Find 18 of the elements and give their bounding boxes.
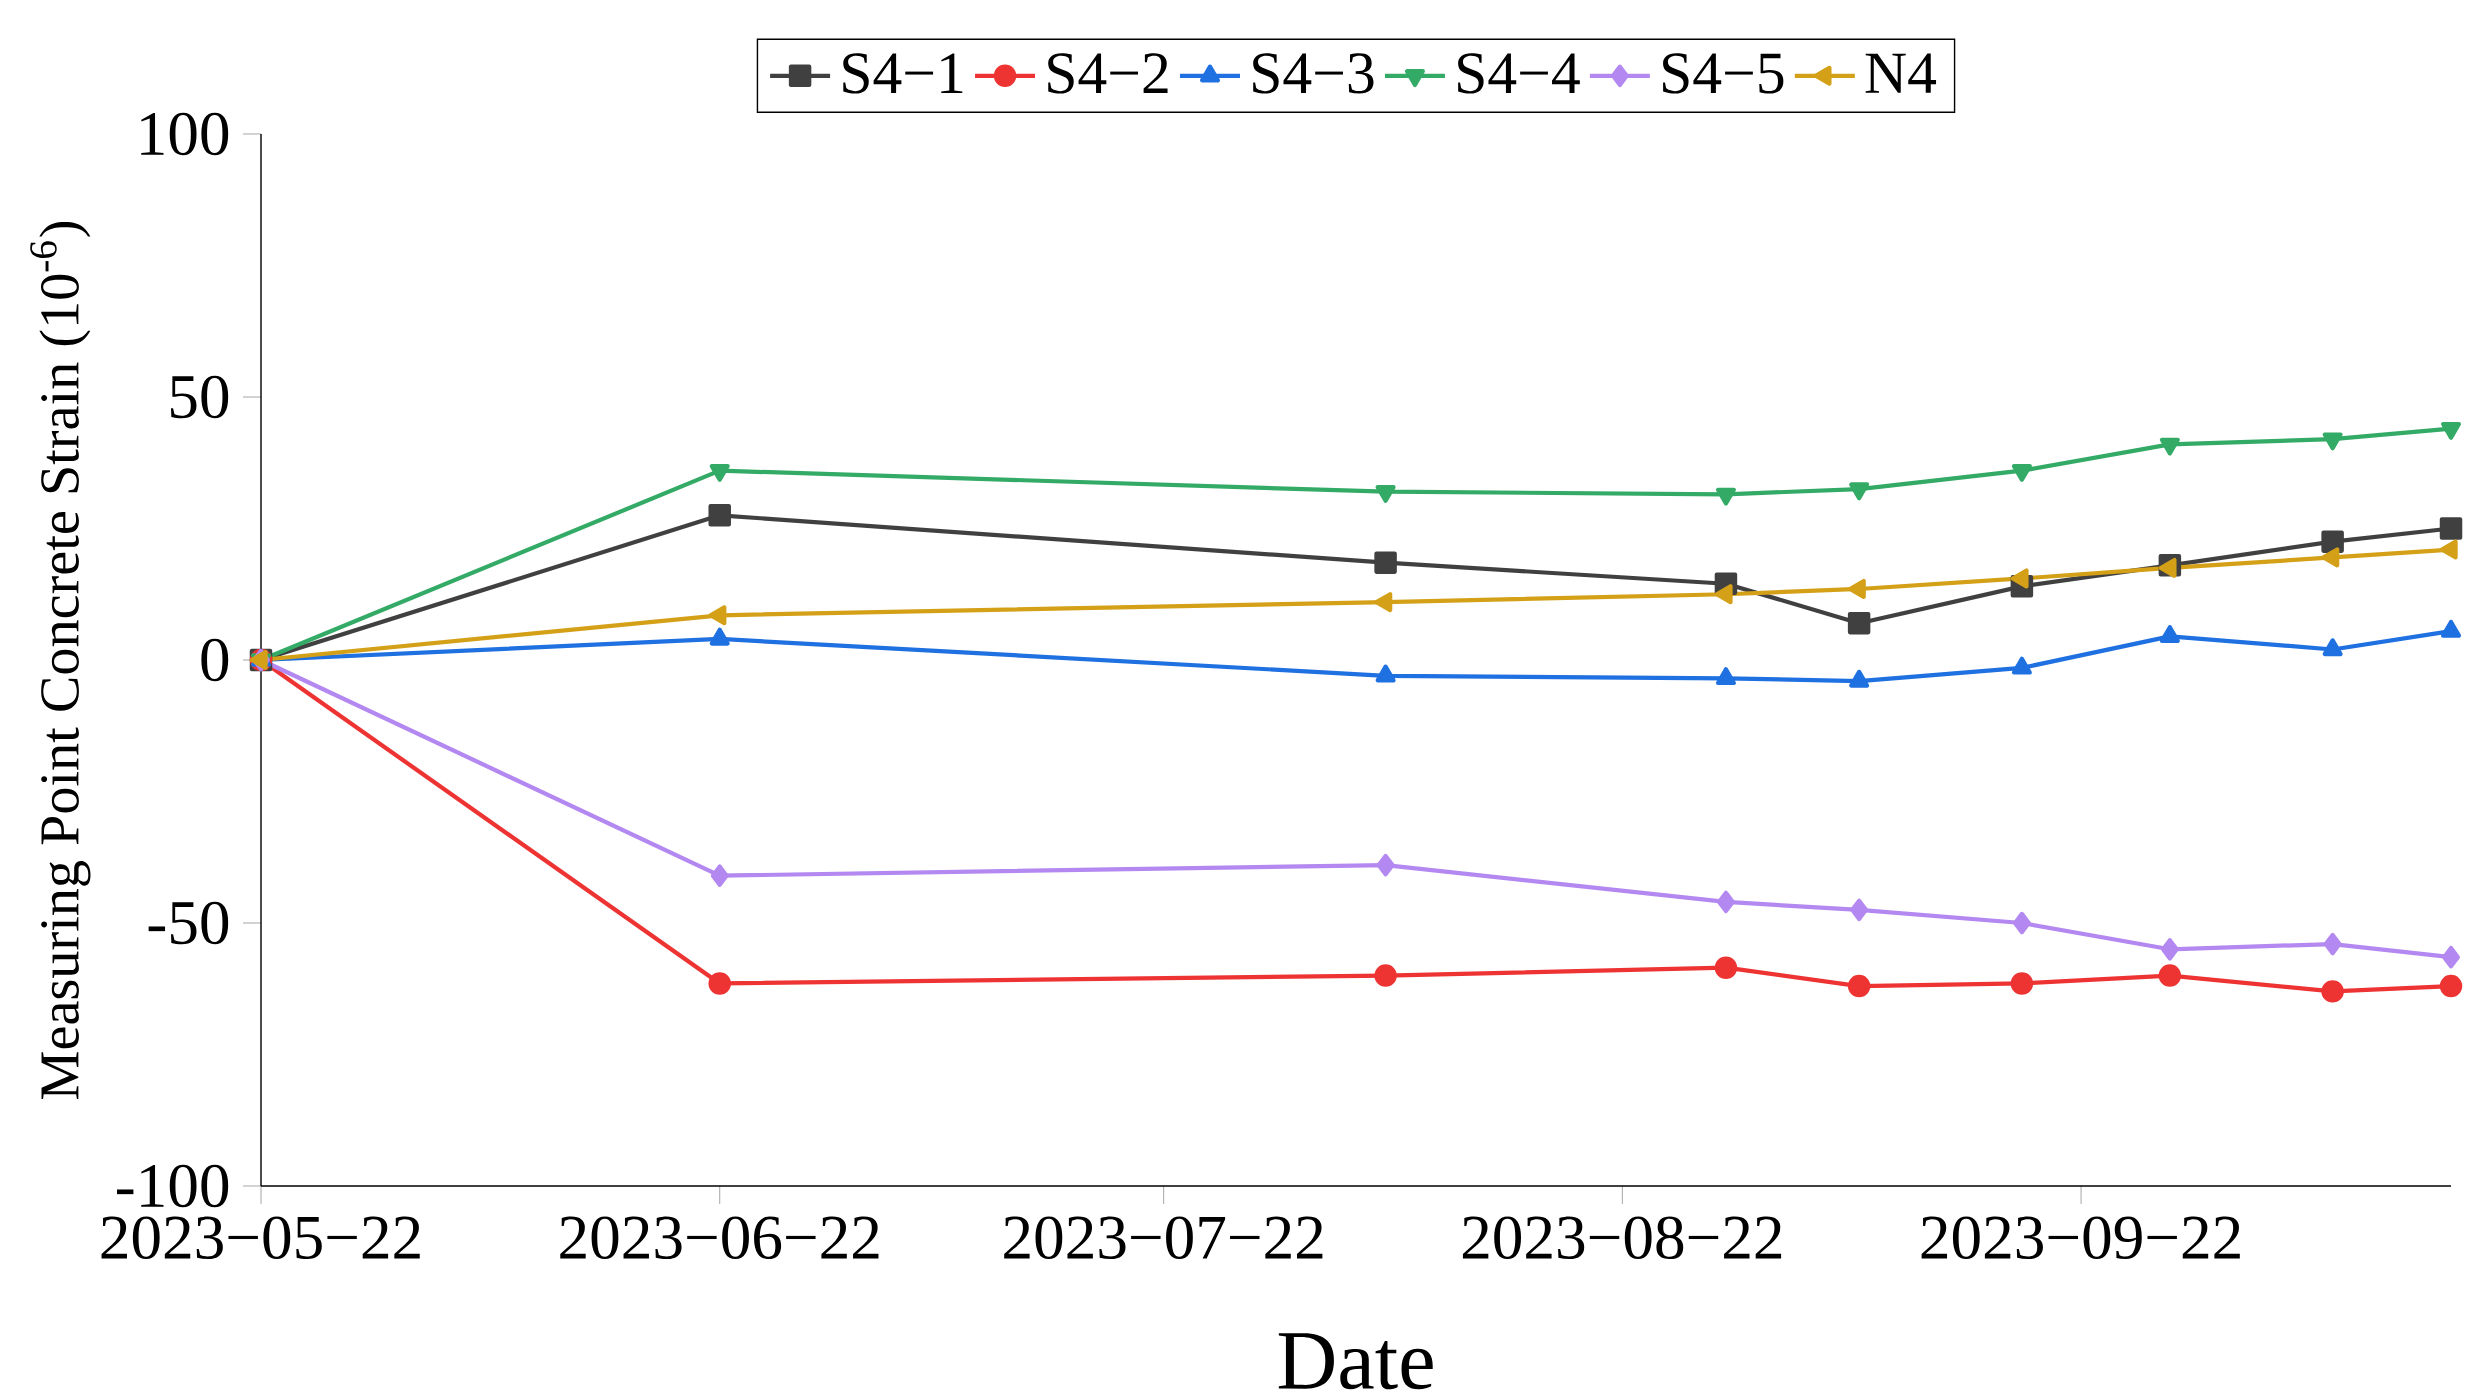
x-axis-title: Date (1278, 1333, 1433, 1390)
legend-label: S4−1 (843, 53, 963, 94)
y-tick-label: 100 (141, 112, 229, 156)
legend-label: S4−3 (1253, 53, 1374, 94)
x-tick-label: 2023−07−22 (1004, 1216, 1323, 1260)
x-tick-label: 2023−08−22 (1462, 1216, 1782, 1260)
legend-label: N4 (1865, 53, 1937, 93)
y-tick-label: -50 (148, 901, 229, 945)
y-axis-title: Measuring Point Concrete Strain (10$^{-6}$) (30, 221, 91, 1099)
legend-label: S4−4 (1458, 53, 1580, 94)
y-tick-label: -100 (117, 1164, 229, 1208)
x-tick-label: 2023−09−22 (1921, 1216, 2240, 1260)
x-tick-label: 2023−05−22 (101, 1216, 420, 1260)
x-tick-label: 2023−06−22 (560, 1216, 879, 1260)
y-tick-label: 50 (171, 375, 229, 419)
legend-label: S4−5 (1663, 53, 1784, 94)
y-tick-label: 0 (201, 638, 229, 682)
legend-label: S4−2 (1048, 53, 1168, 94)
